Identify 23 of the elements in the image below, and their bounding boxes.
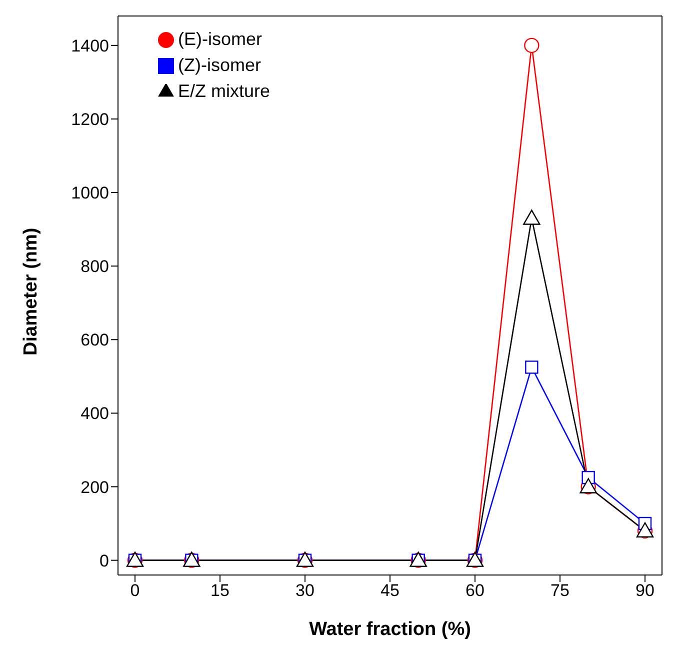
point — [523, 210, 540, 225]
x-tick-label: 60 — [466, 581, 484, 600]
y-tick-label: 0 — [100, 551, 109, 570]
point — [525, 360, 538, 374]
legend-label: (E)-isomer — [178, 29, 262, 49]
y-tick-label: 400 — [80, 404, 109, 424]
y-axis-title: Diameter (nm) — [20, 228, 42, 356]
legend-label: (Z)-isomer — [178, 55, 261, 75]
x-tick-label: 30 — [296, 581, 314, 600]
y-tick-label: 1200 — [71, 110, 109, 130]
y-tick-label: 600 — [80, 330, 109, 350]
point — [524, 38, 540, 54]
x-tick-label: 15 — [210, 581, 230, 600]
x-tick-label: 75 — [550, 581, 570, 600]
x-axis-title: Water fraction (%) — [309, 619, 471, 640]
y-tick-label: 200 — [80, 478, 109, 497]
y-tick-label: 800 — [80, 257, 109, 276]
x-tick-label: 0 — [130, 581, 140, 600]
legend-label: E/Z mixture — [178, 81, 270, 101]
y-tick-label: 1000 — [71, 184, 109, 203]
y-tick-label: 1400 — [71, 36, 109, 56]
x-tick-label: 45 — [380, 581, 400, 600]
x-tick-label: 90 — [636, 581, 654, 600]
